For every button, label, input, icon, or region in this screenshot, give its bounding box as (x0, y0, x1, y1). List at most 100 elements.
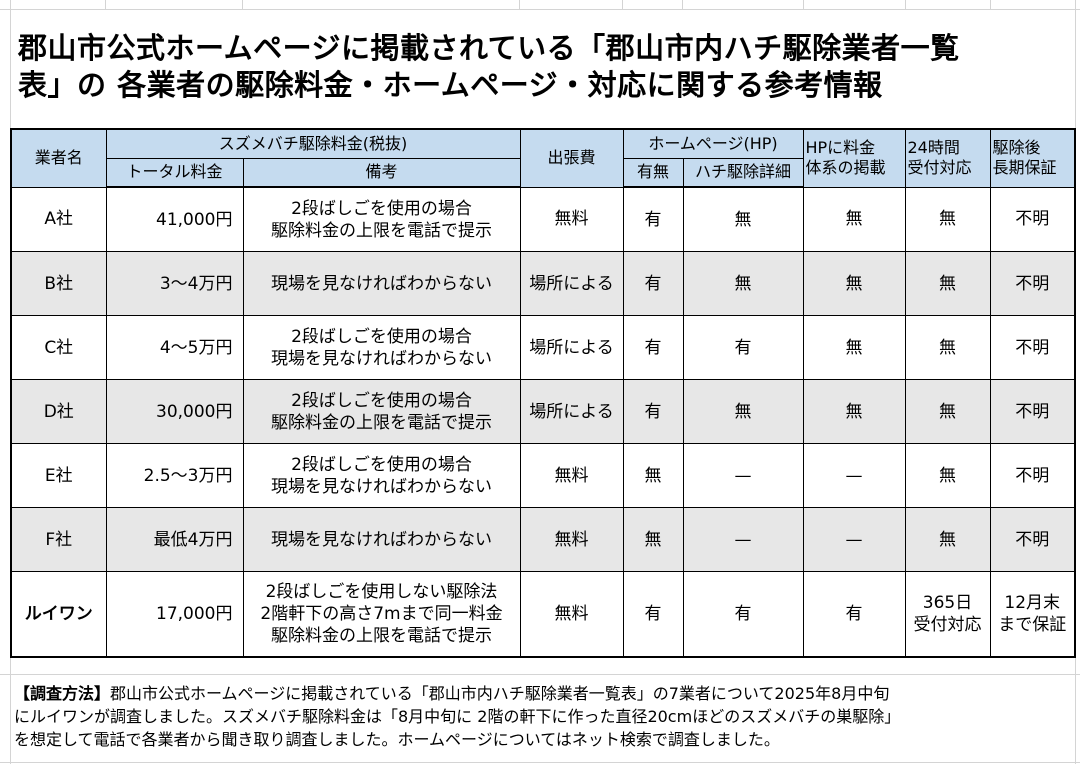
sheet-gridline (990, 0, 991, 9)
cell-hp-exists: 無 (622, 443, 684, 508)
cell-company: D社 (10, 379, 107, 444)
header-hp-price: HPに料金 体系の掲載 (802, 128, 906, 188)
cell-company: ルイワン (10, 571, 107, 658)
cell-reception: 無 (904, 251, 991, 316)
cell-hp-exists: 有 (622, 571, 684, 658)
cell-total-fee: 17,000円 (105, 571, 244, 658)
cell-travel-fee: 場所による (519, 379, 624, 444)
cell-remarks: 2段ばしごを使用の場合 駆除料金の上限を電話で提示 (242, 186, 521, 252)
remarks-line: 駆除料金の上限を電話で提示 (271, 626, 492, 646)
cell-travel-fee: 無料 (519, 186, 624, 252)
survey-method-note: 【調査方法】郡山市公式ホームページに掲載されている「郡山市内ハチ駆除業者一覧表」… (14, 682, 1074, 751)
header-hp-detail: ハチ駆除詳細 (682, 157, 804, 188)
cell-remarks: 2段ばしごを使用の場合 駆除料金の上限を電話で提示 (242, 379, 521, 444)
cell-hp-detail: 有 (682, 571, 804, 658)
header-warranty: 駆除後 長期保証 (989, 128, 1076, 188)
cell-company: E社 (10, 443, 107, 508)
cell-warranty: 不明 (989, 315, 1076, 380)
cell-company: C社 (10, 315, 107, 380)
remarks-line: 現場を見なければわからない (271, 348, 492, 369)
remarks-line: 2段ばしごを使用の場合 (291, 198, 472, 219)
title-line-2: 表」の 各業者の駆除料金・ホームページ・対応に関する参考情報 (18, 68, 883, 102)
cell-hp-exists: 無 (622, 507, 684, 572)
cell-hp-detail: — (682, 443, 804, 508)
table-row: C社 4～5万円 2段ばしごを使用の場合 現場を見なければわからない 場所による … (10, 315, 1076, 380)
remarks-line: 駆除料金の上限を電話で提示 (271, 220, 492, 241)
cell-travel-fee: 無料 (519, 507, 624, 572)
cell-total-fee: 41,000円 (105, 186, 244, 252)
sheet-gridline (622, 0, 623, 9)
cell-hp-detail: 無 (682, 379, 804, 444)
cell-reception: 無 (904, 443, 991, 508)
remarks-line: 2段ばしごを使用しない駆除法 (265, 582, 498, 602)
header-row-2: トータル料金 備考 有無 ハチ駆除詳細 (11, 157, 1075, 188)
cell-hp-price: 無 (802, 251, 906, 316)
header-reception-line1: 24時間 (907, 138, 960, 158)
remarks-line: 現場を見なければわからない (271, 529, 492, 550)
cell-remarks: 現場を見なければわからない (242, 507, 521, 572)
header-warranty-line1: 駆除後 (992, 138, 1041, 158)
table-row: D社 30,000円 2段ばしごを使用の場合 駆除料金の上限を電話で提示 場所によ… (10, 379, 1076, 444)
cell-hp-exists: 有 (622, 315, 684, 380)
page-title: 郡山市公式ホームページに掲載されている「郡山市内ハチ駆除業者一覧 表」の 各業者… (18, 30, 1068, 104)
remarks-line: 2段ばしごを使用の場合 (291, 454, 472, 475)
sheet-gridline (0, 9, 1080, 10)
cell-warranty: 不明 (989, 379, 1076, 444)
cell-travel-fee: 場所による (519, 251, 624, 316)
remarks-line: 現場を見なければわからない (271, 273, 492, 294)
table-row: F社 最低4万円 現場を見なければわからない 無料 無 — — 無 不明 (10, 507, 1076, 572)
remarks-line: 2段ばしごを使用の場合 (291, 326, 472, 347)
cell-warranty: 12月末 まで保証 (989, 571, 1076, 658)
note-line-2: にルイワンが調査しました。スズメバチ駆除料金は「8月中旬に 2階の軒下に作った直… (14, 707, 901, 726)
cell-remarks: 2段ばしごを使用の場合 現場を見なければわからない (242, 315, 521, 380)
note-label: 【調査方法】 (14, 684, 111, 703)
cell-hp-price: — (802, 507, 906, 572)
sheet-gridline (242, 0, 243, 9)
cell-company: B社 (10, 251, 107, 316)
warranty-line: 12月末 (1004, 593, 1061, 613)
cell-remarks: 2段ばしごを使用しない駆除法 2階軒下の高さ7mまで同一料金 駆除料金の上限を電話で… (242, 571, 521, 658)
sheet-gridline (0, 674, 1080, 675)
cell-hp-price: 無 (802, 186, 906, 252)
cell-hp-price: 無 (802, 379, 906, 444)
cell-reception: 無 (904, 186, 991, 252)
note-line-3: を想定して電話で各業者から聞き取り調査しました。ホームページについてはネット検索… (14, 730, 780, 749)
cell-reception: 無 (904, 315, 991, 380)
cell-warranty: 不明 (989, 186, 1076, 252)
table-row: A社 41,000円 2段ばしごを使用の場合 駆除料金の上限を電話で提示 無料 有… (10, 186, 1076, 252)
reception-line: 受付対応 (913, 615, 982, 635)
header-warranty-line2: 長期保証 (992, 158, 1057, 178)
header-travel-fee: 出張費 (519, 128, 624, 188)
table-row: ルイワン 17,000円 2段ばしごを使用しない駆除法 2階軒下の高さ7mまで同一… (10, 571, 1076, 658)
cell-travel-fee: 無料 (519, 443, 624, 508)
header-hp-price-line1: HPに料金 (805, 138, 876, 158)
cell-warranty: 不明 (989, 443, 1076, 508)
cell-company: A社 (10, 186, 107, 252)
cell-hp-exists: 有 (622, 379, 684, 444)
cell-hp-detail: 無 (682, 251, 804, 316)
remarks-line: 2段ばしごを使用の場合 (291, 390, 472, 411)
header-hp-exists: 有無 (622, 157, 684, 188)
cell-reception: 無 (904, 507, 991, 572)
header-hp-price-line2: 体系の掲載 (805, 158, 886, 178)
cell-hp-price: 無 (802, 315, 906, 380)
note-line-1: 郡山市公式ホームページに掲載されている「郡山市内ハチ駆除業者一覧表」の7業者につ… (110, 684, 890, 703)
header-total-fee: トータル料金 (105, 157, 244, 188)
title-line-1: 郡山市公式ホームページに掲載されている「郡山市内ハチ駆除業者一覧 (18, 31, 960, 65)
cell-remarks: 現場を見なければわからない (242, 251, 521, 316)
remarks-line: 2階軒下の高さ7mまで同一料金 (260, 604, 503, 624)
cell-hp-price: — (802, 443, 906, 508)
cell-remarks: 2段ばしごを使用の場合 現場を見なければわからない (242, 443, 521, 508)
sheet-gridline (803, 0, 804, 9)
cell-reception: 無 (904, 379, 991, 444)
cell-travel-fee: 場所による (519, 315, 624, 380)
header-company: 業者名 (10, 128, 107, 188)
sheet-gridline (905, 0, 906, 9)
header-row-1: 業者名 スズメバチ駆除料金(税抜) 出張費 ホームページ(HP) HPに料金 体… (10, 128, 1076, 188)
remarks-line: 駆除料金の上限を電話で提示 (271, 412, 492, 433)
cell-total-fee: 30,000円 (105, 379, 244, 444)
reception-line: 365日 (922, 593, 973, 613)
exterminator-comparison-table: 業者名 スズメバチ駆除料金(税抜) 出張費 ホームページ(HP) HPに料金 体… (10, 128, 1076, 658)
header-hp-group: ホームページ(HP) (622, 128, 804, 159)
cell-hp-price: 有 (802, 571, 906, 658)
